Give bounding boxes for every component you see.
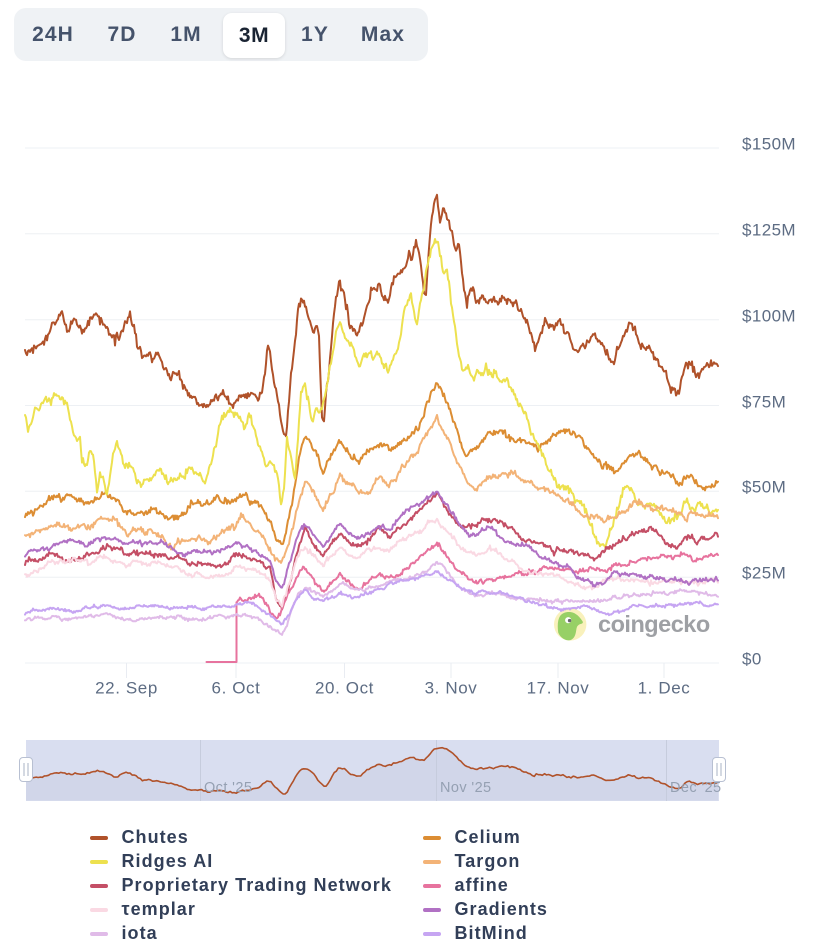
svg-text:coingecko: coingecko xyxy=(598,611,710,637)
svg-text:$100M: $100M xyxy=(742,307,796,326)
svg-text:$25M: $25M xyxy=(742,564,786,583)
svg-text:$150M: $150M xyxy=(742,135,796,154)
svg-text:Oct '25: Oct '25 xyxy=(204,780,252,796)
svg-text:22. Sep: 22. Sep xyxy=(95,679,158,698)
svg-text:20. Oct: 20. Oct xyxy=(315,679,374,698)
svg-text:$75M: $75M xyxy=(742,393,786,412)
svg-text:6. Oct: 6. Oct xyxy=(212,679,261,698)
svg-text:3. Nov: 3. Nov xyxy=(425,679,478,698)
svg-text:$125M: $125M xyxy=(742,221,796,240)
svg-text:17. Nov: 17. Nov xyxy=(527,679,590,698)
svg-text:Dec '25: Dec '25 xyxy=(670,780,722,796)
svg-text:$50M: $50M xyxy=(742,478,786,497)
svg-text:1. Dec: 1. Dec xyxy=(638,679,691,698)
svg-text:$0: $0 xyxy=(742,650,762,669)
svg-text:Nov '25: Nov '25 xyxy=(440,780,492,796)
